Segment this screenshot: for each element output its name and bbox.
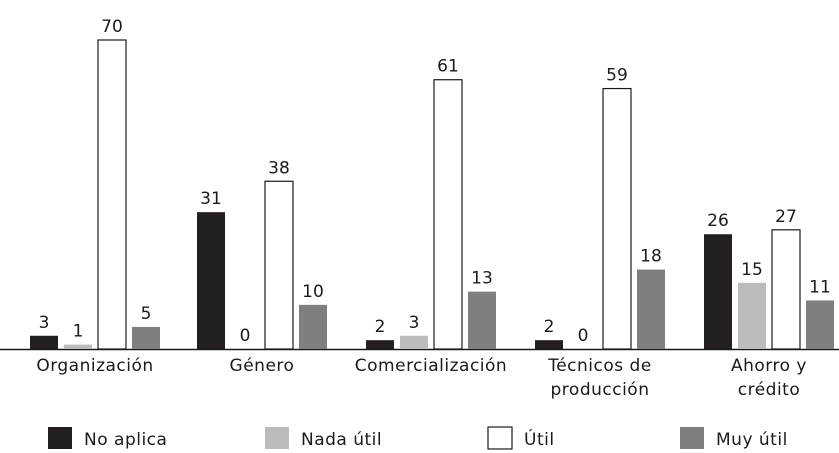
value-label: 38 [268,158,290,178]
value-label: 2 [544,317,555,337]
bar [433,79,463,350]
value-label: 0 [240,326,251,346]
category-label: Organización [36,356,154,376]
bar [704,234,732,349]
category-label: Técnicos de producción [548,356,652,400]
value-label: 15 [741,260,763,280]
bar [400,335,428,349]
bar [132,326,160,349]
legend-label: Nada útil [301,430,382,450]
legend-swatch [680,427,704,449]
value-label: 1 [73,322,84,342]
legend-label: Útil [524,428,555,450]
value-label: 11 [809,277,831,297]
value-label: 18 [640,247,662,267]
value-label: 5 [141,304,152,324]
value-label: 70 [101,17,123,37]
category-label: Comercialización [354,356,508,376]
value-label: 3 [409,313,420,333]
category-label: Género [229,356,295,376]
bar [197,212,225,349]
bar [771,229,801,350]
value-label: 2 [375,317,386,337]
bar [97,39,127,350]
value-label: 27 [775,207,797,227]
bar [535,340,563,349]
legend-swatch [265,427,289,449]
bar [602,87,632,350]
legend-label: No aplica [84,430,167,450]
bar [299,304,327,349]
value-label: 31 [200,189,222,209]
value-label: 3 [39,313,50,333]
value-label: 26 [707,211,729,231]
legend-label: Muy útil [716,430,788,450]
value-label: 59 [606,66,628,86]
bar [30,335,58,349]
bar [264,180,294,350]
legend-swatch [487,426,513,450]
bar [806,300,834,349]
bar [64,344,92,349]
bar [468,291,496,349]
value-label: 61 [437,57,459,77]
category-label: Ahorro y crédito [731,356,807,400]
value-label: 13 [471,269,493,289]
bar [366,340,394,349]
bar [738,282,766,349]
value-label: 0 [578,326,589,346]
bar [637,269,665,349]
value-label: 10 [302,282,324,302]
legend-swatch [48,427,72,449]
